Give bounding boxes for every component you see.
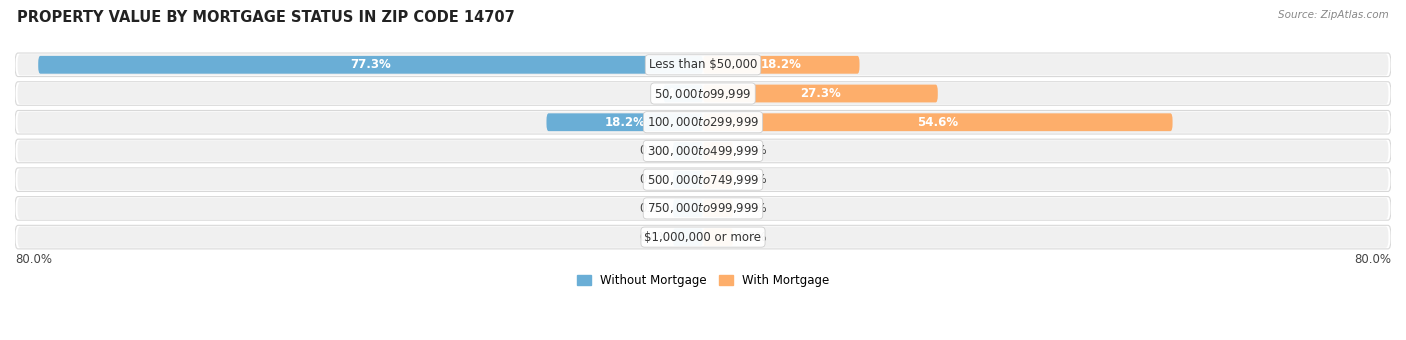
Text: 4.6%: 4.6% bbox=[666, 87, 700, 100]
FancyBboxPatch shape bbox=[15, 168, 1391, 191]
FancyBboxPatch shape bbox=[673, 200, 703, 217]
Text: 27.3%: 27.3% bbox=[800, 87, 841, 100]
FancyBboxPatch shape bbox=[673, 171, 703, 189]
FancyBboxPatch shape bbox=[664, 85, 703, 102]
FancyBboxPatch shape bbox=[673, 228, 703, 246]
Text: 0.0%: 0.0% bbox=[737, 231, 768, 244]
FancyBboxPatch shape bbox=[547, 113, 703, 131]
FancyBboxPatch shape bbox=[703, 85, 938, 102]
FancyBboxPatch shape bbox=[703, 113, 1173, 131]
FancyBboxPatch shape bbox=[15, 225, 1391, 249]
Text: $100,000 to $299,999: $100,000 to $299,999 bbox=[647, 115, 759, 129]
Text: Less than $50,000: Less than $50,000 bbox=[648, 58, 758, 71]
Text: 54.6%: 54.6% bbox=[917, 116, 959, 129]
FancyBboxPatch shape bbox=[703, 142, 733, 160]
FancyBboxPatch shape bbox=[18, 83, 1388, 104]
Text: 18.2%: 18.2% bbox=[605, 116, 645, 129]
Text: 0.0%: 0.0% bbox=[638, 202, 669, 215]
FancyBboxPatch shape bbox=[18, 169, 1388, 190]
FancyBboxPatch shape bbox=[18, 198, 1388, 219]
FancyBboxPatch shape bbox=[18, 226, 1388, 248]
Text: 80.0%: 80.0% bbox=[15, 253, 52, 266]
FancyBboxPatch shape bbox=[15, 82, 1391, 105]
Text: 0.0%: 0.0% bbox=[737, 173, 768, 186]
FancyBboxPatch shape bbox=[18, 54, 1388, 75]
FancyBboxPatch shape bbox=[673, 142, 703, 160]
FancyBboxPatch shape bbox=[15, 139, 1391, 163]
FancyBboxPatch shape bbox=[703, 171, 733, 189]
Text: 80.0%: 80.0% bbox=[1354, 253, 1391, 266]
FancyBboxPatch shape bbox=[18, 140, 1388, 162]
Text: 0.0%: 0.0% bbox=[638, 231, 669, 244]
Text: 77.3%: 77.3% bbox=[350, 58, 391, 71]
FancyBboxPatch shape bbox=[703, 200, 733, 217]
Text: 0.0%: 0.0% bbox=[638, 144, 669, 157]
Text: $300,000 to $499,999: $300,000 to $499,999 bbox=[647, 144, 759, 158]
FancyBboxPatch shape bbox=[15, 197, 1391, 220]
Text: 18.2%: 18.2% bbox=[761, 58, 801, 71]
FancyBboxPatch shape bbox=[38, 56, 703, 74]
Text: 0.0%: 0.0% bbox=[737, 144, 768, 157]
Legend: Without Mortgage, With Mortgage: Without Mortgage, With Mortgage bbox=[572, 269, 834, 292]
Text: PROPERTY VALUE BY MORTGAGE STATUS IN ZIP CODE 14707: PROPERTY VALUE BY MORTGAGE STATUS IN ZIP… bbox=[17, 10, 515, 25]
Text: $500,000 to $749,999: $500,000 to $749,999 bbox=[647, 173, 759, 187]
FancyBboxPatch shape bbox=[18, 112, 1388, 133]
Text: 0.0%: 0.0% bbox=[737, 202, 768, 215]
FancyBboxPatch shape bbox=[703, 56, 859, 74]
Text: $750,000 to $999,999: $750,000 to $999,999 bbox=[647, 201, 759, 216]
Text: $50,000 to $99,999: $50,000 to $99,999 bbox=[654, 86, 752, 101]
Text: Source: ZipAtlas.com: Source: ZipAtlas.com bbox=[1278, 10, 1389, 20]
FancyBboxPatch shape bbox=[703, 228, 733, 246]
FancyBboxPatch shape bbox=[15, 110, 1391, 134]
FancyBboxPatch shape bbox=[15, 53, 1391, 76]
Text: 0.0%: 0.0% bbox=[638, 173, 669, 186]
Text: $1,000,000 or more: $1,000,000 or more bbox=[644, 231, 762, 244]
